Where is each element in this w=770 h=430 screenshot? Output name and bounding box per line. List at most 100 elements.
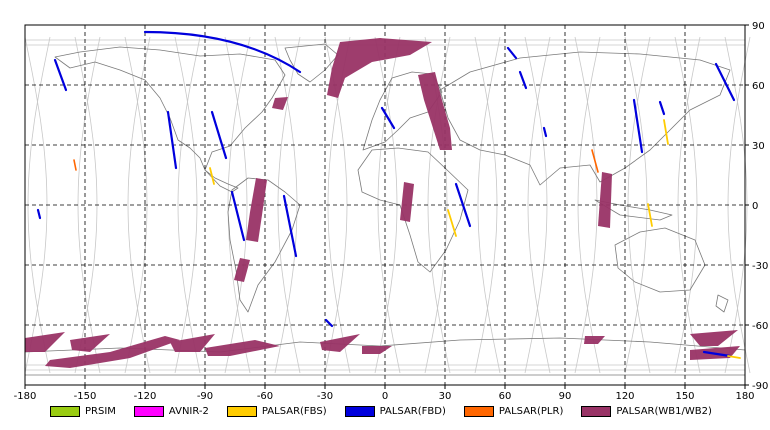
x-tick-label: -90: [197, 391, 213, 402]
swath-fbd-europe: [380, 106, 396, 130]
legend-swatch-prsim: [50, 405, 80, 417]
swath-fbd-samerica-1: [230, 190, 246, 242]
x-tick-labels: -180 -150 -120 -90 -60 -30 0 30 60 90 120 150 180: [14, 391, 755, 402]
swath-wb-ant-1: [25, 332, 65, 352]
orbit-track: [274, 36, 298, 374]
coastline-new-zealand: [715, 294, 729, 313]
swaths-fbs: [209, 119, 741, 359]
swath-fbs-asia: [663, 119, 669, 145]
legend-swatch-wb: [581, 405, 612, 417]
legend-label-fbd: PALSAR(FBD): [379, 405, 446, 417]
legend: PRSIM AVNIR-2 PALSAR(FBS) PALSAR(FBD) PALSAR…: [50, 403, 730, 419]
swath-wb-europe: [418, 72, 452, 150]
swath-fbd-asia-3: [632, 98, 644, 154]
swath-fbs-ant-east: [727, 355, 741, 359]
coastline-central-america: [204, 169, 239, 193]
legend-swatch-fbd: [344, 405, 375, 417]
swaths-wb: [25, 38, 740, 368]
legend-item-avnir2: AVNIR-2: [133, 405, 209, 417]
legend-label-avnir2: AVNIR-2: [168, 405, 209, 417]
legend-item-plr: PALSAR(PLR): [463, 405, 564, 417]
legend-swatch-plr: [463, 405, 494, 417]
legend-label-fbs: PALSAR(FBS): [261, 405, 327, 417]
legend-item-fbd: PALSAR(FBD): [344, 405, 446, 417]
orbit-track: [177, 36, 201, 374]
coastline-south-america: [227, 177, 301, 313]
swath-fbd-india: [542, 126, 548, 138]
swath-wb-asia: [598, 172, 612, 228]
swath-fbd-asia-4: [658, 100, 666, 116]
swath-fbd-asia-5: [714, 62, 736, 102]
swath-fbd-asia-1: [506, 46, 518, 60]
orbit-track: [127, 36, 151, 374]
x-tick-label: 0: [382, 391, 388, 402]
legend-label-wb: PALSAR(WB1/WB2): [616, 405, 712, 417]
coastline-australia: [614, 227, 706, 293]
y-tick-label: -30: [752, 261, 768, 272]
legend-swatch-avnir2: [133, 405, 164, 417]
legend-item-fbs: PALSAR(FBS): [226, 405, 327, 417]
x-tick-label: -120: [134, 391, 157, 402]
swath-wb-ant-7: [362, 346, 392, 354]
x-tick-label: 180: [735, 391, 754, 402]
orbit-track: [527, 36, 551, 374]
swath-wb-arctic: [327, 38, 432, 98]
coastline-north-america: [54, 46, 286, 171]
swath-fbd-africa: [454, 182, 472, 228]
coastline-asia: [439, 51, 731, 186]
swath-fbd-ant-east: [702, 350, 732, 358]
orbit-track: [477, 36, 501, 374]
swath-wb-ant-2: [70, 334, 110, 352]
swaths-fbd: [36, 30, 736, 358]
swath-wb-alaska: [272, 97, 288, 110]
swath-plr-pacific: [73, 159, 77, 171]
orbit-track: [624, 36, 648, 374]
coastline-greenland: [284, 43, 339, 83]
y-tick-label: 60: [752, 81, 765, 92]
x-tick-label: 90: [559, 391, 572, 402]
y-tick-labels: 90 60 30 0 -30 -60 -90: [752, 21, 768, 392]
swath-fbs-africa: [447, 209, 457, 237]
swath-fbd-pacific: [36, 208, 42, 220]
swath-fbd-northamerica-2: [210, 110, 228, 160]
swath-fbd-asia-2: [518, 70, 528, 90]
swath-fbs-indonesia: [647, 203, 653, 227]
y-tick-label: -90: [752, 381, 768, 392]
swath-fbd-samerica-2: [282, 194, 298, 258]
swath-fbd-alaska: [53, 58, 68, 92]
x-tick-label: -150: [74, 391, 97, 402]
swath-fbs-central-america: [209, 167, 215, 185]
x-tick-label: -30: [317, 391, 333, 402]
swath-fbd-northamerica-1: [166, 110, 178, 170]
swath-wb-samerica: [246, 178, 267, 242]
swath-wb-ant-8: [584, 336, 605, 344]
swath-wb-ant-3: [45, 336, 180, 368]
x-tick-label: 30: [439, 391, 452, 402]
x-tick-label: -180: [14, 391, 37, 402]
x-tick-label: 60: [499, 391, 512, 402]
legend-swatch-fbs: [226, 405, 257, 417]
y-tick-label: 0: [752, 201, 758, 212]
x-tick-label: -60: [257, 391, 273, 402]
swath-wb-ant-5: [205, 340, 280, 356]
swath-wb-ant-6: [320, 334, 360, 352]
tick-marks: [24, 24, 749, 389]
swaths-plr: [73, 149, 599, 173]
legend-item-wb: PALSAR(WB1/WB2): [581, 405, 712, 417]
swath-wb-samerica-south: [234, 258, 250, 282]
swath-wb-ant-9: [690, 330, 738, 346]
coastline-africa: [357, 147, 469, 273]
y-tick-label: 90: [752, 21, 765, 32]
swath-wb-africa: [400, 182, 414, 222]
legend-label-plr: PALSAR(PLR): [498, 405, 564, 417]
swath-wb-ant-4: [170, 334, 215, 352]
orbit-track: [224, 36, 248, 374]
y-tick-label: 30: [752, 141, 765, 152]
x-tick-label: 120: [615, 391, 634, 402]
x-tick-label: 150: [675, 391, 694, 402]
legend-item-prsim: PRSIM: [50, 405, 116, 417]
grid-lines: [25, 25, 745, 385]
swath-fbd-arctic-long: [143, 30, 302, 74]
legend-label-prsim: PRSIM: [85, 405, 116, 417]
